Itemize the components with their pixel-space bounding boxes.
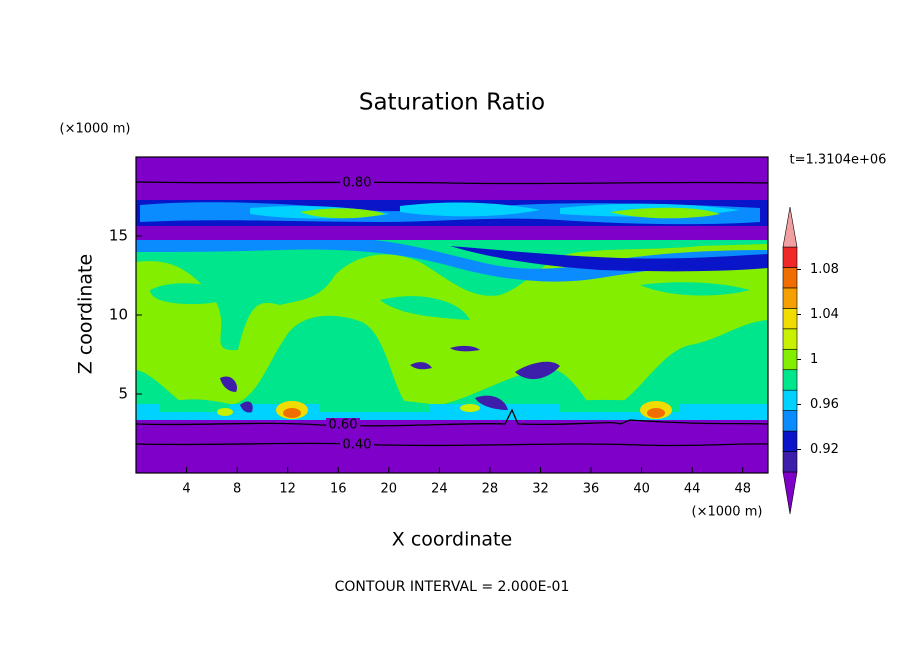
colorbar-tick-label: 1.08	[810, 262, 839, 277]
x-tick-label: 12	[279, 482, 296, 497]
field-region	[136, 226, 768, 240]
x-tick-label: 8	[233, 482, 241, 497]
x-axis-label: X coordinate	[392, 529, 512, 551]
field-region	[150, 282, 750, 320]
contour-line	[136, 181, 768, 185]
colorbar-box	[782, 348, 798, 371]
field-region	[217, 408, 233, 416]
colorbar-box	[782, 308, 798, 330]
colorbar-low	[782, 471, 798, 515]
x-tick-label: 32	[532, 482, 549, 497]
colorbar-box	[782, 389, 798, 411]
x-tick-label: 20	[381, 482, 398, 497]
x-tick-label: 40	[633, 482, 650, 497]
colorbar-tick-label: 1	[810, 352, 818, 367]
field-region	[136, 420, 768, 473]
contour-line	[136, 408, 768, 427]
colorbar-tick-label: 0.92	[810, 442, 839, 457]
field-region	[283, 408, 301, 418]
colorbar-tick-label: 0.96	[810, 397, 839, 412]
colorbar-box	[782, 267, 798, 289]
y-tick-label: 10	[109, 306, 128, 324]
x-tick-label: 16	[330, 482, 347, 497]
colorbar-box	[782, 328, 798, 350]
field-region	[460, 404, 480, 412]
field-region	[160, 398, 680, 412]
x-tick-label: 36	[583, 482, 600, 497]
contour-label-bg	[326, 418, 360, 432]
x-tick-label: 24	[431, 482, 448, 497]
x-tick-label: 48	[734, 482, 751, 497]
y-tick-label: 5	[118, 385, 128, 403]
field-region	[136, 244, 768, 408]
contour-label: 0.40	[343, 438, 372, 453]
y-tick-label: 15	[109, 227, 128, 245]
field-region	[136, 237, 768, 282]
contour-label-bg	[340, 176, 374, 190]
colorbar-box	[782, 430, 798, 452]
colorbar-box	[782, 287, 798, 309]
contour-label: 0.80	[343, 176, 372, 191]
field-region	[300, 207, 720, 219]
contour-line	[136, 442, 768, 447]
x-tick-label: 4	[182, 482, 190, 497]
time-label: t=1.3104e+06	[790, 153, 887, 168]
colorbar-box	[782, 246, 798, 268]
contour-label: 0.60	[329, 418, 358, 433]
colorbar-tick-label: 1.04	[810, 307, 839, 322]
colorbar: 0.92 0.96 1 1.04 1.08	[782, 206, 839, 515]
footer-note: CONTOUR INTERVAL = 2.000E-01	[335, 579, 570, 595]
chart-title: Saturation Ratio	[359, 90, 545, 116]
x-tick-label: 28	[482, 482, 499, 497]
contour-label-bg	[340, 438, 374, 452]
x-tick-label: 44	[684, 482, 701, 497]
field-region	[450, 246, 768, 272]
contour-field	[136, 157, 768, 473]
field-region	[647, 408, 665, 418]
colorbar-box	[782, 369, 798, 391]
contour-lines: 0.80 0.60 0.40	[136, 176, 768, 453]
field-region	[136, 157, 768, 200]
y-unit: (×1000 m)	[60, 122, 131, 137]
y-axis-label: Z coordinate	[75, 254, 97, 374]
colorbar-box	[782, 451, 798, 473]
x-unit: (×1000 m)	[692, 505, 763, 520]
colorbar-box	[782, 410, 798, 432]
colorbar-high	[782, 206, 798, 248]
